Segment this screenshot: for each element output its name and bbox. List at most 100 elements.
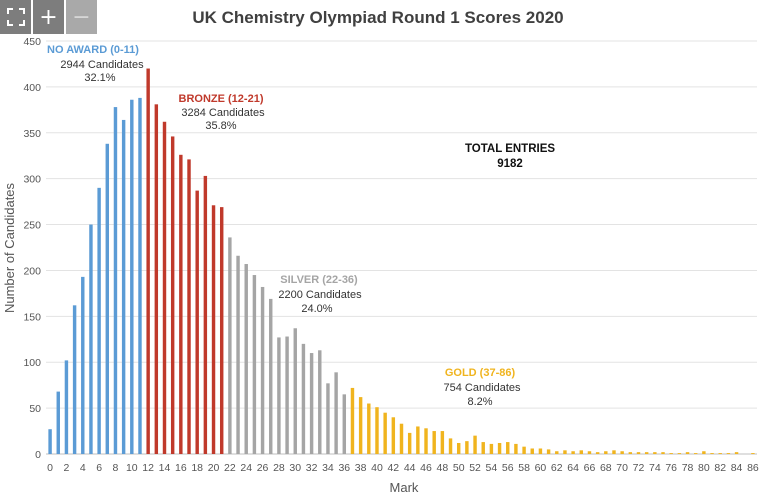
bar-series (48, 68, 755, 455)
bar (130, 99, 134, 454)
x-tick-label: 66 (584, 462, 596, 474)
x-tick-label: 28 (273, 462, 285, 474)
y-tick-label: 250 (23, 220, 41, 232)
viewer-toolbar: + − (0, 0, 97, 34)
bar (277, 337, 281, 454)
bar (734, 452, 739, 454)
bar (195, 190, 199, 454)
bar (514, 443, 518, 454)
bar (350, 387, 355, 454)
x-tick-label: 84 (731, 462, 743, 474)
y-axis-title: Number of Candidates (2, 182, 17, 313)
x-tick-label: 34 (322, 462, 334, 474)
x-tick-label: 26 (257, 462, 269, 474)
bar (72, 305, 77, 454)
bar (367, 403, 371, 454)
x-tick-label: 60 (535, 462, 547, 474)
group-label-bronze: BRONZE (12-21) 3284 Candidates 35.8% (179, 93, 266, 132)
x-tick-label: 50 (453, 462, 465, 474)
bar (56, 391, 60, 454)
bar (97, 187, 101, 454)
x-tick-label: 62 (551, 462, 563, 474)
bar (211, 205, 216, 454)
x-tick-label: 20 (208, 462, 220, 474)
bar (228, 237, 232, 454)
bar (751, 453, 755, 454)
bar (81, 276, 85, 454)
x-tick-label: 8 (113, 462, 119, 474)
bar (522, 446, 526, 454)
bar (571, 451, 575, 454)
bar (710, 453, 714, 454)
group-percent: 35.8% (205, 120, 236, 132)
bar (579, 450, 584, 454)
x-tick-label: 48 (437, 462, 449, 474)
x-axis-ticks: 0 2 4 6 8 10 12 14 16 18 20 22 24 26 28 30 32 34 36 38 40 42 4… (47, 462, 759, 474)
x-tick-label: 44 (404, 462, 416, 474)
group-label-silver: SILVER (22-36) 2200 Candidates 24.0% (278, 274, 362, 315)
x-tick-label: 22 (224, 462, 236, 474)
bar (726, 453, 731, 454)
bar (604, 451, 608, 454)
bar (489, 443, 494, 454)
bar (424, 428, 428, 454)
bar (179, 154, 183, 454)
x-tick-label: 4 (80, 462, 86, 474)
x-tick-label: 80 (698, 462, 710, 474)
bar (685, 452, 690, 454)
x-tick-label: 12 (142, 462, 154, 474)
bar (473, 435, 477, 454)
x-tick-label: 76 (665, 462, 677, 474)
bar (448, 438, 453, 454)
bar (219, 207, 224, 454)
group-candidates: 2200 Candidates (278, 289, 362, 301)
zoom-in-button[interactable]: + (33, 0, 64, 34)
group-candidates: 754 Candidates (443, 382, 521, 394)
x-tick-label: 10 (126, 462, 138, 474)
bar (644, 452, 649, 454)
bar (538, 448, 543, 454)
x-tick-label: 52 (469, 462, 481, 474)
fullscreen-icon (6, 8, 25, 26)
bar (203, 175, 208, 454)
bar (48, 429, 52, 454)
y-tick-label: 300 (23, 174, 41, 186)
bar (391, 417, 396, 454)
bar (653, 452, 657, 454)
bar (407, 432, 412, 454)
bar (252, 275, 257, 454)
bar (677, 453, 682, 454)
bar (334, 372, 338, 454)
x-tick-label: 64 (567, 462, 579, 474)
y-tick-label: 350 (23, 128, 41, 140)
bar (432, 431, 436, 454)
bar (669, 453, 673, 454)
bar (113, 107, 118, 454)
fullscreen-button[interactable] (0, 0, 31, 34)
bar (497, 442, 502, 454)
x-tick-label: 54 (486, 462, 498, 474)
x-tick-label: 2 (64, 462, 70, 474)
x-tick-label: 46 (420, 462, 432, 474)
y-tick-label: 400 (23, 82, 41, 94)
bar (260, 286, 265, 454)
bar (269, 298, 273, 454)
x-tick-label: 16 (175, 462, 187, 474)
bar (530, 448, 534, 454)
x-tick-label: 78 (682, 462, 694, 474)
x-tick-label: 68 (600, 462, 612, 474)
bar (318, 350, 322, 454)
group-name: NO AWARD (0-11) (47, 44, 139, 56)
bar (105, 143, 110, 454)
bar (416, 426, 420, 454)
bar (399, 423, 404, 454)
group-name: SILVER (22-36) (280, 274, 358, 286)
x-tick-label: 36 (338, 462, 350, 474)
group-name: GOLD (37-86) (445, 367, 516, 379)
bar (162, 121, 167, 455)
zoom-out-button[interactable]: − (66, 0, 97, 34)
bar (138, 97, 142, 454)
bar (595, 452, 600, 454)
bar (440, 431, 445, 454)
y-axis-ticks: 0 50 100 150 200 250 300 350 400 450 (23, 36, 41, 461)
